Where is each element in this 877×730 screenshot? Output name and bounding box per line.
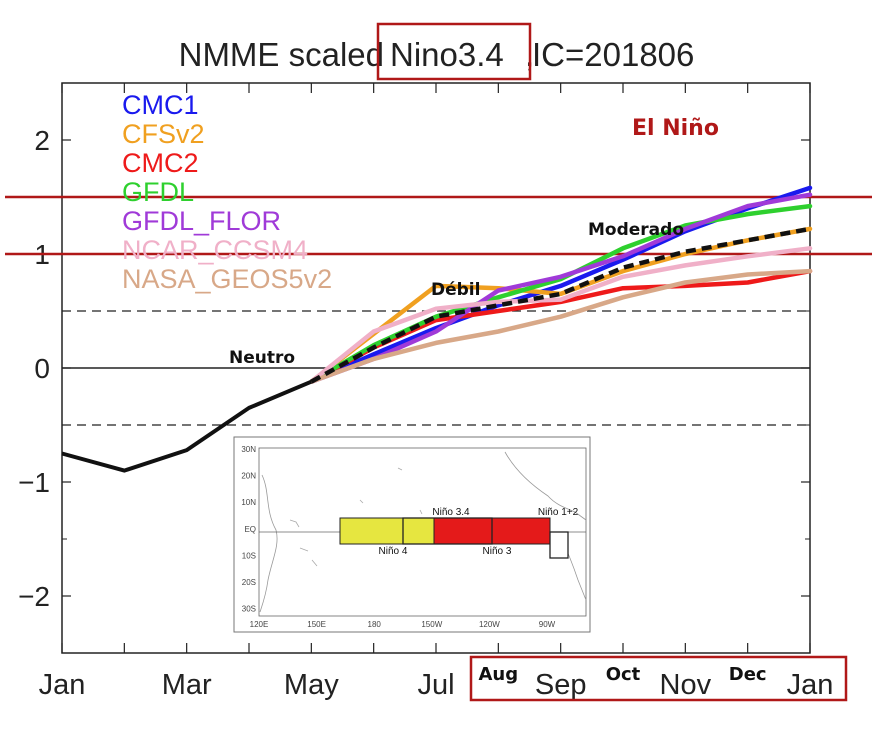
series-line-cmc2 bbox=[309, 268, 813, 384]
inset-lon-label: 150W bbox=[421, 620, 442, 629]
moderado-label: Moderado bbox=[588, 220, 684, 240]
y-tick-label: 2 bbox=[34, 125, 50, 156]
legend: CMC1CFSv2CMC2GFDLGFDL_FLORNCAR_CCSM4NASA… bbox=[122, 90, 332, 294]
legend-entry: CMC2 bbox=[122, 148, 199, 178]
legend-entry: GFDL_FLOR bbox=[122, 206, 281, 236]
month-highlight-box bbox=[469, 655, 848, 702]
inset-lon-label: 90W bbox=[539, 620, 556, 629]
nino4-region bbox=[339, 517, 435, 545]
y-tick-label: −2 bbox=[18, 581, 50, 612]
model-series bbox=[309, 185, 813, 384]
x-tick-label: Jan bbox=[39, 669, 86, 701]
inset-lon-label: 150E bbox=[307, 620, 326, 629]
legend-entry: CMC1 bbox=[122, 90, 199, 120]
legend-entry: NCAR_CCSM4 bbox=[122, 235, 308, 265]
inset-lon-label: 180 bbox=[368, 620, 382, 629]
neutro-label: Neutro bbox=[229, 348, 295, 368]
inset-coastline-asia bbox=[259, 474, 278, 613]
observed-series bbox=[61, 379, 313, 473]
inset-lon-label: 120W bbox=[479, 620, 500, 629]
x-tick-label: Mar bbox=[162, 669, 212, 701]
inset-lat-label: 30S bbox=[242, 605, 256, 614]
series-line-nasa-geos5v2 bbox=[309, 268, 813, 384]
x-tick-label: May bbox=[284, 669, 339, 701]
observed-line bbox=[61, 379, 313, 473]
debil-label: Débil bbox=[431, 280, 480, 300]
inset-lat-label: 20S bbox=[242, 578, 256, 587]
ensemble-mean-series bbox=[310, 226, 811, 384]
series-line-ncar-ccsm4 bbox=[309, 246, 813, 384]
y-tick-label: 0 bbox=[34, 353, 50, 384]
inset-islands bbox=[289, 467, 423, 567]
x-tick-label: Jul bbox=[417, 669, 454, 701]
inset-lon-labels: 120E 150E 180 150W 120W 90W bbox=[250, 620, 556, 629]
x-tick-label: Jan bbox=[787, 669, 834, 701]
chart-title-prefix: NMME scaled bbox=[179, 36, 384, 73]
inset-map: 30N 20N 10N EQ 10S 20S 30S 120E 150E 180 150W 120W… bbox=[233, 436, 591, 633]
title-highlight-box bbox=[376, 22, 532, 81]
chart-title-highlight: Nino3.4 bbox=[390, 36, 504, 73]
nino34-label: Niño 3.4 bbox=[432, 507, 470, 518]
nino3-label: Niño 3 bbox=[483, 546, 512, 557]
reference-lines bbox=[5, 195, 872, 426]
x-tick-label: Nov bbox=[660, 669, 712, 701]
y-tick-label: −1 bbox=[18, 467, 50, 498]
x-extra-month-label: Aug bbox=[479, 664, 519, 685]
inset-lat-labels: 30N 20N 10N EQ 10S 20S 30S bbox=[241, 445, 256, 614]
el-nino-label: El Niño bbox=[632, 116, 719, 141]
x-extra-month-label: Dec bbox=[729, 664, 767, 685]
nino12-region bbox=[549, 531, 569, 559]
inset-lat-label: 10S bbox=[242, 551, 256, 560]
legend-entry: GFDL bbox=[122, 177, 194, 207]
nino12-label: Niño 1+2 bbox=[538, 507, 579, 518]
inset-lon-label: 120E bbox=[250, 620, 269, 629]
chart-title-suffix: IC=201806 bbox=[532, 36, 694, 73]
inset-lat-label: EQ bbox=[244, 525, 256, 534]
inset-lat-label: 30N bbox=[241, 445, 256, 454]
legend-entry: NASA_GEOS5v2 bbox=[122, 264, 332, 294]
inset-lat-label: 20N bbox=[241, 472, 256, 481]
nino4-label: Niño 4 bbox=[379, 546, 408, 557]
x-extra-month-label: Oct bbox=[606, 664, 641, 685]
series-line-gfdl-flor bbox=[309, 192, 813, 384]
nino34-region bbox=[402, 517, 493, 545]
x-tick-label: Sep bbox=[535, 669, 587, 701]
inset-lat-label: 10N bbox=[241, 498, 256, 507]
legend-entry: CFSv2 bbox=[122, 119, 205, 149]
ensemble-mean-line bbox=[310, 226, 811, 384]
x-axis: Jan Mar May Jul Sep Nov Jan Aug Oct Dec bbox=[39, 83, 834, 701]
